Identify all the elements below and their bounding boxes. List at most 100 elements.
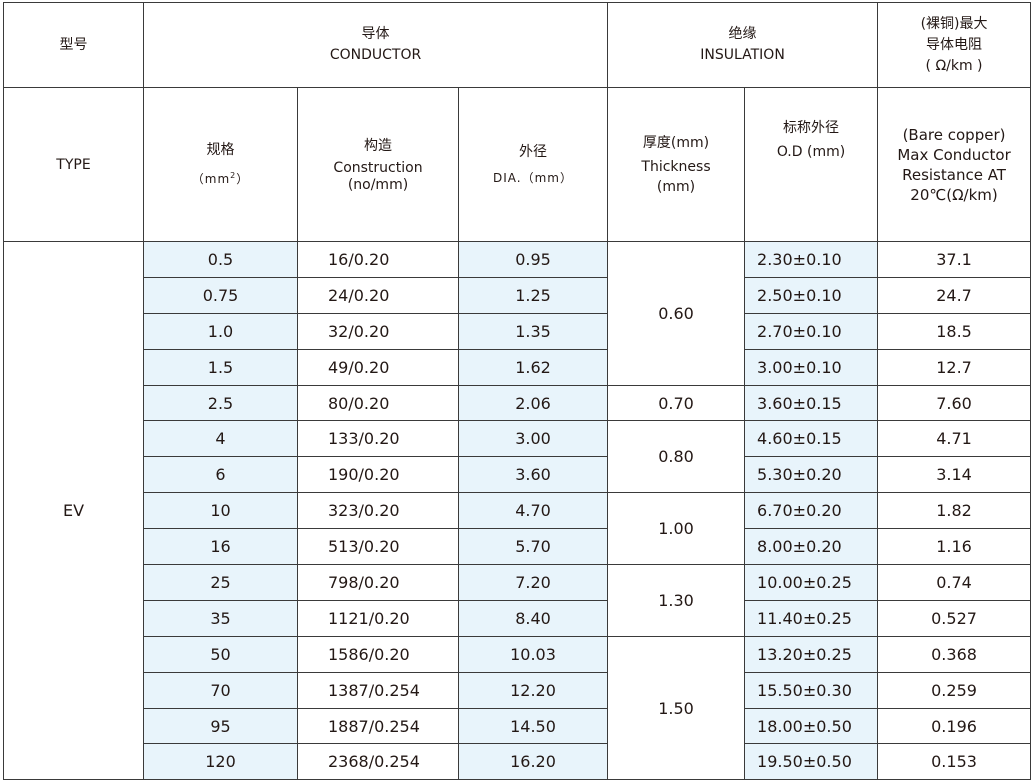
dia-header: 外径 DIA.（mm） xyxy=(457,87,609,242)
thickness-cell: 1.30 xyxy=(607,564,746,637)
construction-cell: 798/0.20 xyxy=(297,564,459,601)
header-row-1: 型号 导体 CONDUCTOR 绝缘 INSULATION (裸铜)最大 导体电阻( … xyxy=(3,2,1032,88)
spec-cell: 4 xyxy=(143,420,298,458)
table-row: EV 0.5 16/0.20 0.95 0.60 2.30±0.10 37.1 xyxy=(3,240,1032,780)
spec-cell: 95 xyxy=(143,707,298,745)
dia-cell: 3.00 xyxy=(457,420,609,458)
table-row: 35 1121/0.20 8.40 11.40±0.25 0.527 xyxy=(4,599,1032,637)
spec-cell: 1.0 xyxy=(143,312,298,350)
table-row: 0.75 24/0.20 1.25 2.50±0.10 24.7 xyxy=(4,276,1032,314)
table-row: 10 323/0.20 4.70 1.00 6.70±0.20 1.82 xyxy=(4,492,1032,566)
resistance-cell: 0.74 xyxy=(877,564,1032,601)
spec-cell: 70 xyxy=(143,671,298,709)
thickness-header: 厚度(mm) Thickness (mm) xyxy=(607,87,746,242)
od-cell: 2.70±0.10 xyxy=(744,312,879,350)
resistance-cell: 0.368 xyxy=(877,635,1032,673)
ev-cable-spec-table: 型号 导体 CONDUCTOR 绝缘 INSULATION (裸铜)最大 导体电阻( … xyxy=(3,2,1032,780)
resistance-cell: 7.60 xyxy=(877,384,1032,422)
table-row: 50 1586/0.20 10.03 1.50 13.20±0.25 0.368 xyxy=(4,635,1032,780)
resistance-cell: 24.7 xyxy=(877,276,1032,314)
construction-cell: 323/0.20 xyxy=(297,492,459,530)
dia-cell: 3.60 xyxy=(457,456,609,494)
construction-cell: 1121/0.20 xyxy=(297,599,459,637)
od-cell: 10.00±0.25 xyxy=(744,564,879,601)
thickness-cell: 0.70 xyxy=(607,384,746,422)
type-cell: EV xyxy=(3,240,144,780)
dia-cell: 10.03 xyxy=(457,635,609,673)
spec-cell: 25 xyxy=(143,564,298,601)
od-cell: 2.30±0.10 xyxy=(744,241,879,278)
header-row-2: TYPE 规格 （mm2） 构造 Construction (no/mm) 外径 DIA… xyxy=(3,87,1032,242)
resistance-header-en: (Bare copper) Max Conductor Resistance AT 2… xyxy=(877,87,1032,242)
table-row: 25 798/0.20 7.20 1.30 10.00±0.25 0.74 xyxy=(4,564,1032,637)
spec-cell: 1.5 xyxy=(143,348,298,386)
dia-cell: 1.25 xyxy=(457,276,609,314)
type-header-cn: 型号 xyxy=(3,2,144,88)
dia-cell: 4.70 xyxy=(457,492,609,530)
od-cell: 11.40±0.25 xyxy=(744,599,879,637)
construction-cell: 513/0.20 xyxy=(297,528,459,566)
spec-cell: 16 xyxy=(143,528,298,566)
thickness-cell: 1.50 xyxy=(607,635,746,780)
table-row: 70 1387/0.254 12.20 15.50±0.30 0.259 xyxy=(4,671,1032,709)
resistance-cell: 4.71 xyxy=(877,420,1032,458)
spec-cell: 0.5 xyxy=(143,241,298,278)
od-cell: 2.50±0.10 xyxy=(744,276,879,314)
resistance-cell: 0.527 xyxy=(877,599,1032,637)
table-row: 4 133/0.20 3.00 0.80 4.60±0.15 4.71 xyxy=(4,420,1032,494)
construction-cell: 16/0.20 xyxy=(297,241,459,278)
spec-cell: 2.5 xyxy=(143,384,298,422)
construction-cell: 1586/0.20 xyxy=(297,635,459,673)
od-cell: 5.30±0.20 xyxy=(744,456,879,494)
spec-cell: 50 xyxy=(143,635,298,673)
construction-cell: 1887/0.254 xyxy=(297,707,459,745)
conductor-header: 导体 CONDUCTOR xyxy=(142,2,609,88)
resistance-cell: 18.5 xyxy=(877,312,1032,350)
od-cell: 3.00±0.10 xyxy=(744,348,879,386)
insulation-header: 绝缘 INSULATION xyxy=(607,2,879,88)
thickness-cell: 0.80 xyxy=(607,420,746,494)
spec-header: 规格 （mm2） xyxy=(143,87,298,242)
resistance-cell: 3.14 xyxy=(877,456,1032,494)
type-header-en: TYPE xyxy=(3,87,144,242)
od-cell: 8.00±0.20 xyxy=(744,528,879,566)
spec-cell: 0.75 xyxy=(143,276,298,314)
od-cell: 3.60±0.15 xyxy=(744,384,879,422)
dia-cell: 8.40 xyxy=(457,599,609,637)
table-row: 2.5 80/0.20 2.06 0.70 3.60±0.15 7.60 xyxy=(4,384,1032,422)
od-cell: 18.00±0.50 xyxy=(744,707,879,745)
dia-cell: 1.62 xyxy=(457,348,609,386)
resistance-cell: 1.16 xyxy=(877,528,1032,566)
dia-cell: 5.70 xyxy=(457,528,609,566)
table-row: 95 1887/0.254 14.50 18.00±0.50 0.196 xyxy=(4,707,1032,745)
thickness-cell: 0.60 xyxy=(607,241,746,386)
thickness-cell: 1.00 xyxy=(607,492,746,566)
od-cell: 4.60±0.15 xyxy=(744,420,879,458)
od-cell: 13.20±0.25 xyxy=(744,635,879,673)
od-cell: 15.50±0.30 xyxy=(744,671,879,709)
od-cell: 6.70±0.20 xyxy=(744,492,879,530)
dia-cell: 12.20 xyxy=(457,671,609,709)
construction-cell: 80/0.20 xyxy=(297,384,459,422)
spec-cell: 6 xyxy=(143,456,298,494)
spec-cell: 35 xyxy=(143,599,298,637)
construction-cell: 190/0.20 xyxy=(297,456,459,494)
table-row: 16 513/0.20 5.70 8.00±0.20 1.16 xyxy=(4,528,1032,566)
resistance-cell: 0.259 xyxy=(877,671,1032,709)
table-row: 6 190/0.20 3.60 5.30±0.20 3.14 xyxy=(4,456,1032,494)
table-row: 1.0 32/0.20 1.35 2.70±0.10 18.5 xyxy=(4,312,1032,350)
resistance-cell: 12.7 xyxy=(877,348,1032,386)
resistance-cell: 37.1 xyxy=(877,241,1032,278)
construction-cell: 24/0.20 xyxy=(297,276,459,314)
construction-header: 构造 Construction (no/mm) xyxy=(297,87,459,242)
table-row: 1.5 49/0.20 1.62 3.00±0.10 12.7 xyxy=(4,348,1032,386)
od-header: 标称外径 O.D (mm) xyxy=(744,87,879,242)
dia-cell: 14.50 xyxy=(457,707,609,745)
dia-cell: 2.06 xyxy=(457,384,609,422)
construction-cell: 1387/0.254 xyxy=(297,671,459,709)
construction-cell: 133/0.20 xyxy=(297,420,459,458)
resistance-cell: 0.196 xyxy=(877,707,1032,745)
resistance-header-cn: (裸铜)最大 导体电阻( Ω/km ) xyxy=(877,2,1032,88)
construction-cell: 49/0.20 xyxy=(297,348,459,386)
spec-cell: 10 xyxy=(143,492,298,530)
